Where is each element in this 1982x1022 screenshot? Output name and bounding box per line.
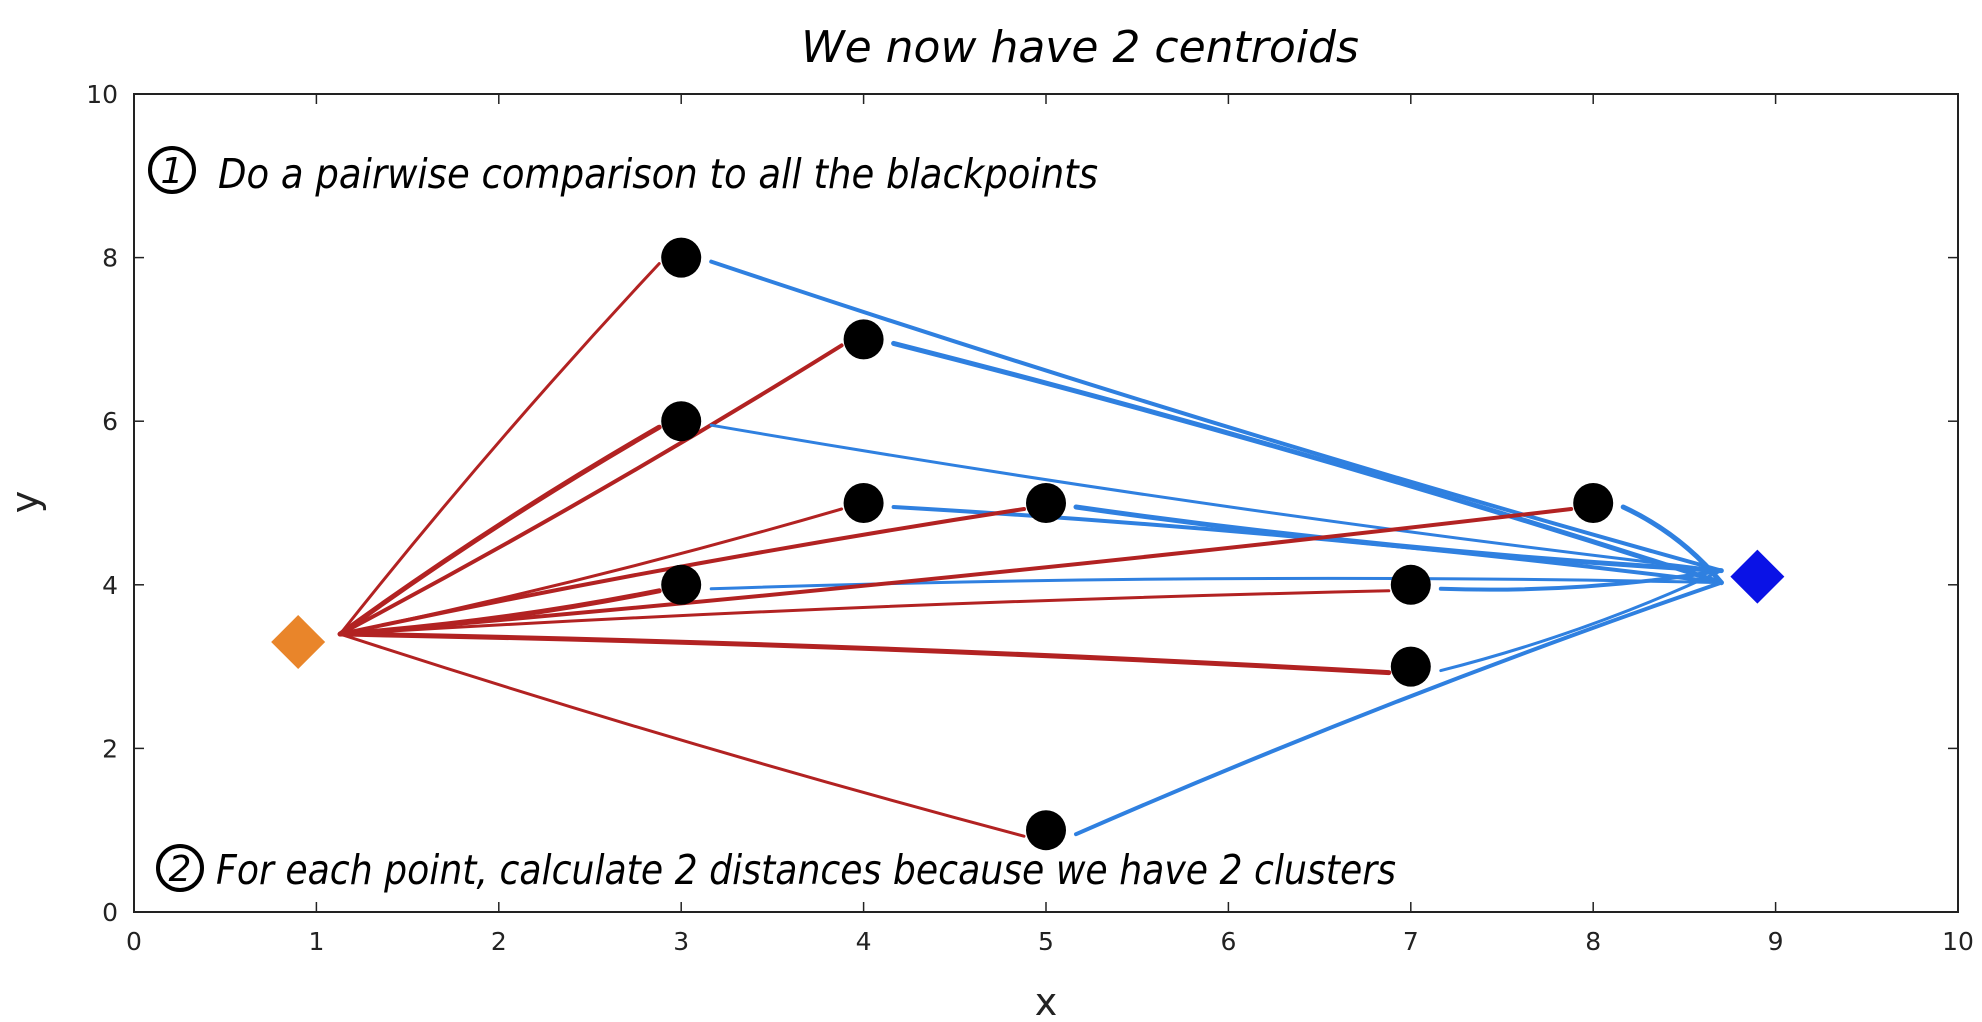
data-point bbox=[661, 564, 702, 605]
x-tick-label: 2 bbox=[491, 927, 507, 956]
data-point bbox=[1390, 564, 1431, 605]
centroid-1-diamond bbox=[271, 615, 326, 670]
y-tick-label: 6 bbox=[102, 407, 118, 436]
distance-line-centroid-1 bbox=[338, 507, 1574, 637]
annotation-1-number-circle bbox=[148, 146, 196, 194]
x-tick-label: 10 bbox=[1942, 927, 1974, 956]
y-tick-label: 4 bbox=[102, 571, 118, 600]
x-tick-label: 5 bbox=[1038, 927, 1054, 956]
data-point bbox=[1026, 483, 1066, 523]
data-point bbox=[661, 401, 702, 442]
y-tick-label: 10 bbox=[86, 80, 118, 109]
annotation-2-number: 2 bbox=[169, 849, 192, 890]
data-point bbox=[1026, 810, 1066, 851]
annotation-2-number-circle bbox=[156, 844, 204, 892]
distance-line-centroid-1 bbox=[337, 631, 1392, 676]
axis-ticks: 0 1 2 3 4 5 6 7 8 9 10 0 2 4 6 8 10 bbox=[86, 80, 1974, 956]
distance-line-centroid-2 bbox=[1438, 568, 1724, 592]
data-point bbox=[1573, 483, 1614, 523]
x-tick-label: 3 bbox=[673, 927, 689, 956]
centroid-markers bbox=[271, 549, 1785, 670]
annotation-2: 2 For each point, calculate 2 distances … bbox=[156, 844, 1396, 894]
y-tick-label: 2 bbox=[102, 734, 118, 763]
annotation-1-text: Do a pairwise comparison to all the blac… bbox=[218, 150, 1098, 198]
distance-line-centroid-2 bbox=[709, 423, 1723, 573]
distance-line-centroid-2 bbox=[1620, 504, 1724, 586]
data-point bbox=[843, 483, 884, 523]
distance-line-centroid-2 bbox=[1074, 580, 1724, 837]
distance-line-centroid-1 bbox=[338, 262, 661, 636]
x-tick-label: 7 bbox=[1403, 927, 1419, 956]
distance-line-centroid-1 bbox=[338, 589, 1391, 636]
distance-line-centroid-1 bbox=[338, 632, 1026, 838]
data-point bbox=[661, 237, 702, 278]
x-tick-label: 4 bbox=[856, 927, 872, 956]
chart-title: We now have 2 centroids bbox=[801, 22, 1359, 73]
centroid-2-diamond bbox=[1730, 549, 1785, 604]
annotation-1-number: 1 bbox=[161, 151, 184, 192]
y-tick-label: 8 bbox=[102, 244, 118, 273]
distance-line-centroid-2 bbox=[709, 259, 1724, 573]
distance-line-centroid-2 bbox=[1073, 504, 1724, 574]
x-tick-label: 8 bbox=[1585, 927, 1601, 956]
x-tick-label: 0 bbox=[126, 927, 142, 956]
x-axis-label: x bbox=[1035, 980, 1058, 1022]
y-axis-label: y bbox=[3, 491, 47, 514]
data-point bbox=[1390, 646, 1431, 687]
distance-lines bbox=[337, 259, 1724, 838]
distance-line-centroid-1 bbox=[337, 424, 662, 637]
y-tick-label: 0 bbox=[102, 898, 118, 927]
annotation-2-text: For each point, calculate 2 distances be… bbox=[216, 846, 1396, 894]
distance-line-centroid-2 bbox=[891, 340, 1724, 586]
data-points bbox=[661, 237, 1614, 851]
x-tick-label: 1 bbox=[308, 927, 324, 956]
data-point bbox=[843, 319, 884, 360]
distance-line-centroid-1 bbox=[338, 507, 844, 636]
annotation-1: 1 Do a pairwise comparison to all the bl… bbox=[148, 146, 1098, 198]
x-tick-label: 9 bbox=[1768, 927, 1784, 956]
distance-line-centroid-2 bbox=[1439, 569, 1723, 673]
distance-line-centroid-1 bbox=[338, 343, 844, 637]
x-tick-label: 6 bbox=[1220, 927, 1236, 956]
